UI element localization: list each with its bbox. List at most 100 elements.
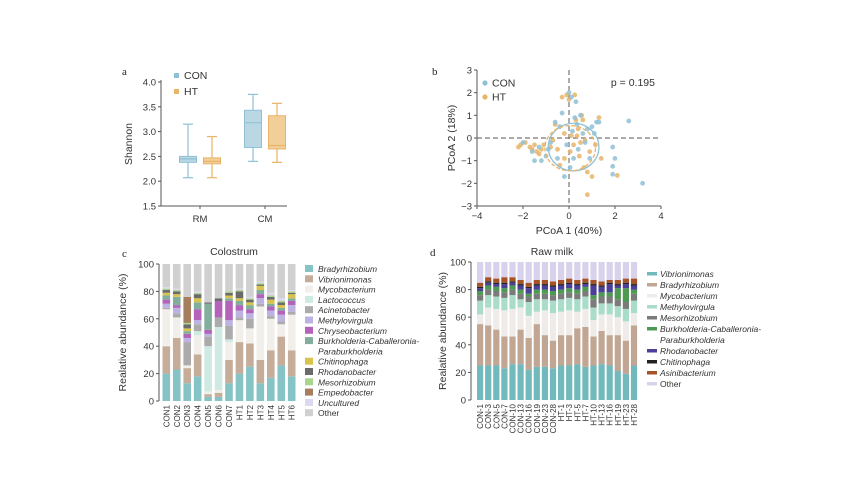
bar-ht1: [235, 264, 244, 401]
x-tick-label: HT-5: [573, 403, 582, 421]
bar-segment-other: [566, 262, 573, 279]
bar-segment-mycobacterium: [204, 391, 212, 395]
bar-segment-bradyrhizobium: [225, 383, 233, 401]
bar-segment-burkholderia-caballeronia-paraburkholderia: [541, 289, 548, 294]
bar-segment-rhodanobacter: [533, 285, 540, 290]
bar-segment-other: [541, 262, 548, 280]
bar-segment-mycobacterium: [574, 311, 581, 329]
bar-segment-methylovirgula: [590, 307, 597, 320]
bar-segment-acinetobacter: [162, 307, 171, 310]
point-ht: [576, 153, 582, 159]
y-tick-label: 1.5: [143, 202, 156, 213]
bar-segment-asinibacterium: [541, 279, 548, 285]
legend-label: Other: [660, 379, 681, 389]
legend-swatch: [647, 360, 657, 364]
point-ht: [532, 142, 537, 148]
legend-label: Rhodanobacter: [318, 367, 377, 377]
bar-segment-mesorhizobium: [525, 296, 532, 303]
x-tick-label: CON-13: [517, 403, 526, 433]
bar-segment-vibrionimonas: [533, 366, 540, 400]
x-tick-label: HT-13: [598, 403, 607, 425]
bar-segment-vibrionimonas: [517, 364, 524, 400]
legend-label: Chitinophaga: [318, 357, 368, 367]
bar-segment-rhodanobacter: [614, 285, 621, 289]
box-iqr: [268, 115, 286, 150]
bar-segment-bradyrhizobium: [485, 325, 492, 366]
legend-swatch: [305, 265, 313, 272]
legend-label-con: CON: [184, 70, 207, 82]
bar-segment-rhodanobacter: [501, 284, 508, 289]
bar-segment-vibrionimonas: [614, 371, 621, 400]
bar-segment-asinibacterium: [630, 278, 638, 285]
bar-segment-chitinophaga: [614, 284, 621, 286]
legend-swatch-ht: [482, 94, 488, 100]
bar-segment-rhodanobacter: [541, 285, 548, 290]
box-iqr: [244, 109, 262, 148]
y-tick-label: 3.0: [143, 127, 156, 138]
bar-segment-mycobacterium: [493, 308, 500, 330]
bar-segment-methylovirgula: [574, 299, 581, 312]
legend-swatch: [647, 283, 657, 287]
bar-segment-vibrionimonas: [235, 342, 244, 374]
bar-segment-methylovirgula: [566, 297, 573, 311]
bar-segment-burkholderia-caballeronia-paraburkholderia: [533, 289, 540, 294]
point-con: [578, 112, 583, 118]
bar-segment-chitinophaga: [493, 282, 500, 285]
bar-segment-rhodanobacter: [235, 291, 244, 299]
legend-swatch: [305, 295, 313, 303]
bar-segment-bradyrhizobium: [574, 328, 581, 365]
bar-segment-chryseobacterium: [225, 300, 233, 321]
y-tick-label: 2.5: [143, 152, 156, 163]
box-con-rm: [179, 123, 197, 179]
x-tick-label: HT1: [235, 404, 244, 420]
bar-segment-rhodanobacter: [162, 290, 171, 293]
bar-ht-7: [582, 262, 589, 400]
panel-label-b: b: [432, 66, 438, 78]
bar-segment-rhodanobacter: [630, 285, 638, 290]
bar-segment-burkholderia-caballeronia-paraburkholderia: [235, 300, 244, 306]
bar-segment-other: [485, 262, 492, 278]
x-tick-label: CON4: [194, 404, 203, 427]
bar-segment-burkholderia-caballeronia-paraburkholderia: [172, 296, 181, 306]
bar-segment-rhodanobacter: [566, 284, 573, 289]
legend-label: Vibrionimonas: [660, 269, 714, 279]
y-tick-label: −3: [461, 202, 472, 213]
y-axis-label: Shannon: [123, 123, 135, 165]
x-tick-label: −2: [518, 211, 529, 222]
legend-swatch-ht: [174, 89, 179, 94]
bar-segment-chryseobacterium: [162, 299, 171, 304]
point-ht: [585, 192, 590, 198]
bar-segment-mesorhizobium: [277, 300, 286, 303]
box-ht-cm: [268, 102, 286, 163]
bar-segment-mycobacterium: [558, 311, 565, 336]
bar-segment-rhodanobacter: [225, 292, 233, 296]
legend-swatch: [647, 272, 657, 276]
legend-swatch: [647, 327, 657, 331]
bar-segment-bradyrhizobium: [183, 383, 191, 401]
bar-segment-methylovirgula: [630, 300, 638, 314]
bar-segment-bradyrhizobium: [267, 377, 275, 401]
bar-segment-mesorhizobium: [566, 292, 573, 298]
x-tick-label: HT5: [277, 404, 286, 420]
legend-swatch: [647, 305, 657, 309]
bar-segment-mesorhizobium: [485, 289, 492, 296]
bar-segment-burkholderia-caballeronia-paraburkholderia: [606, 292, 613, 297]
bar-segment-rhodanobacter: [549, 286, 557, 291]
x-tick-label: CON5: [204, 404, 213, 427]
bar-segment-vibrionimonas: [246, 343, 254, 367]
legend-label: Paraburkholderia: [318, 346, 383, 356]
point-con: [610, 144, 616, 150]
bar-segment-mycobacterium: [614, 317, 621, 336]
bar-segment-burkholderia-caballeronia-paraburkholderia: [614, 288, 621, 300]
x-tick-label: HT-28: [630, 403, 639, 425]
legend-label: Bradyrhizobium: [318, 264, 377, 274]
bar-segment-burkholderia-caballeronia-paraburkholderia: [256, 290, 265, 295]
bar-segment-methylovirgula: [267, 310, 275, 317]
bar-segment-chitinophaga: [630, 284, 638, 286]
bar-segment-mycobacterium: [630, 313, 638, 326]
bar-segment-mycobacterium: [277, 324, 286, 337]
bar-con-10: [509, 262, 516, 400]
point-con: [566, 90, 572, 96]
bar-segment-acinetobacter: [256, 303, 265, 307]
point-con: [562, 174, 567, 179]
